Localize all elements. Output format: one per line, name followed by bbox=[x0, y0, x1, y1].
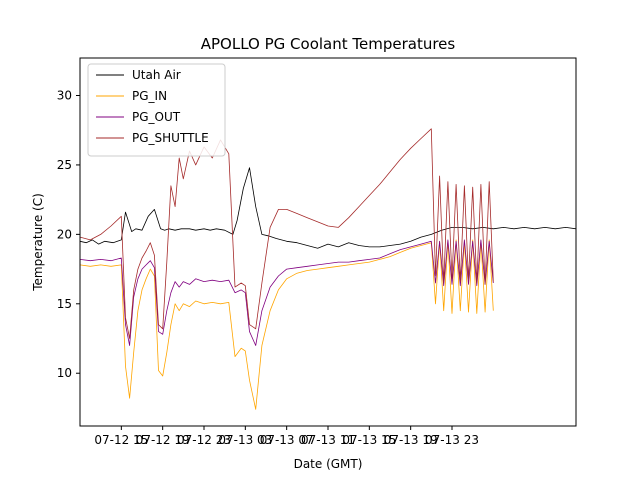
x-tick-label: 07-13 15 bbox=[342, 433, 396, 447]
series-line-pg-out bbox=[80, 239, 494, 346]
legend-label: PG_OUT bbox=[132, 110, 181, 124]
x-tick-label: 07-13 19 bbox=[384, 433, 438, 447]
x-tick-label: 07-13 07 bbox=[260, 433, 314, 447]
y-tick-label: 30 bbox=[57, 88, 72, 102]
x-tick-label: 07-12 23 bbox=[177, 433, 231, 447]
y-tick-label: 15 bbox=[57, 297, 72, 311]
x-axis-label: Date (GMT) bbox=[294, 457, 363, 471]
series-line-pg-in bbox=[80, 239, 494, 410]
x-tick-label: 07-12 19 bbox=[136, 433, 190, 447]
x-tick-label: 07-13 03 bbox=[218, 433, 272, 447]
chart-title: APOLLO PG Coolant Temperatures bbox=[201, 35, 456, 53]
legend-box bbox=[87, 63, 226, 157]
legend-label: PG_IN bbox=[132, 89, 167, 103]
legend-label: PG_SHUTTLE bbox=[132, 131, 209, 145]
series-group bbox=[80, 128, 576, 410]
y-tick-label: 25 bbox=[57, 158, 72, 172]
legend: Utah Air PG_IN PG_OUT PG_SHUTTLE bbox=[87, 63, 226, 157]
legend-label: Utah Air bbox=[132, 68, 181, 82]
x-tick-label: 07-13 23 bbox=[425, 433, 479, 447]
x-tick-label: 07-13 11 bbox=[301, 433, 355, 447]
x-tick-label: 07-12 15 bbox=[94, 433, 148, 447]
y-tick-label: 10 bbox=[57, 366, 72, 380]
series-line-pg-shuttle bbox=[80, 128, 494, 339]
y-tick-label: 20 bbox=[57, 227, 72, 241]
y-axis-label: Temperature (C) bbox=[31, 193, 45, 292]
plot-area bbox=[80, 128, 576, 410]
series-line-utah-air bbox=[80, 167, 576, 249]
